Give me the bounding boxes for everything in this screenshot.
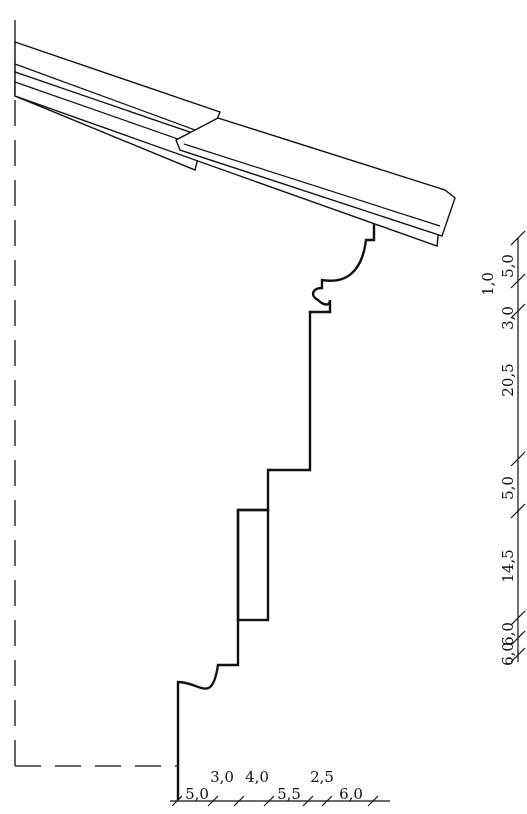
- roof-tile-eave: [175, 117, 456, 237]
- dim-v-14-5: 14,5: [499, 549, 517, 582]
- vertical-dimension-chain: 5,0 1,0 3,0 20,5 5,0 14,5 6,0 6,0: [479, 230, 526, 666]
- dim-h-5-5: 5,5: [277, 785, 301, 803]
- dim-h-2-5: 2,5: [310, 768, 334, 786]
- horizontal-dimension-chain: 5,0 5,5 6,0 3,0 4,0 2,5: [170, 768, 390, 807]
- roof-assembly: [14, 41, 456, 247]
- dim-v-20-5: 20,5: [499, 363, 517, 396]
- dim-h-6-0: 6,0: [339, 785, 363, 803]
- roof-tile-eave-inner: [183, 143, 441, 227]
- roof-tile-upper-left-inner: [14, 63, 207, 135]
- dim-v-6-0-b: 6,0: [499, 642, 517, 666]
- dim-v-5-0-mid: 5,0: [499, 476, 517, 500]
- dim-v-3-0: 3,0: [499, 306, 517, 330]
- fascia-panel: [236, 508, 270, 622]
- dim-v-6-0-a: 6,0: [499, 622, 517, 646]
- dim-v-5-0-top: 5,0: [499, 254, 517, 278]
- dim-h-3-0: 3,0: [210, 768, 234, 786]
- dim-v-1-0: 1,0: [479, 272, 497, 296]
- dim-h-4-0: 4,0: [245, 768, 269, 786]
- dim-h-5-0: 5,0: [185, 785, 209, 803]
- cornice-profile-line: [176, 224, 376, 800]
